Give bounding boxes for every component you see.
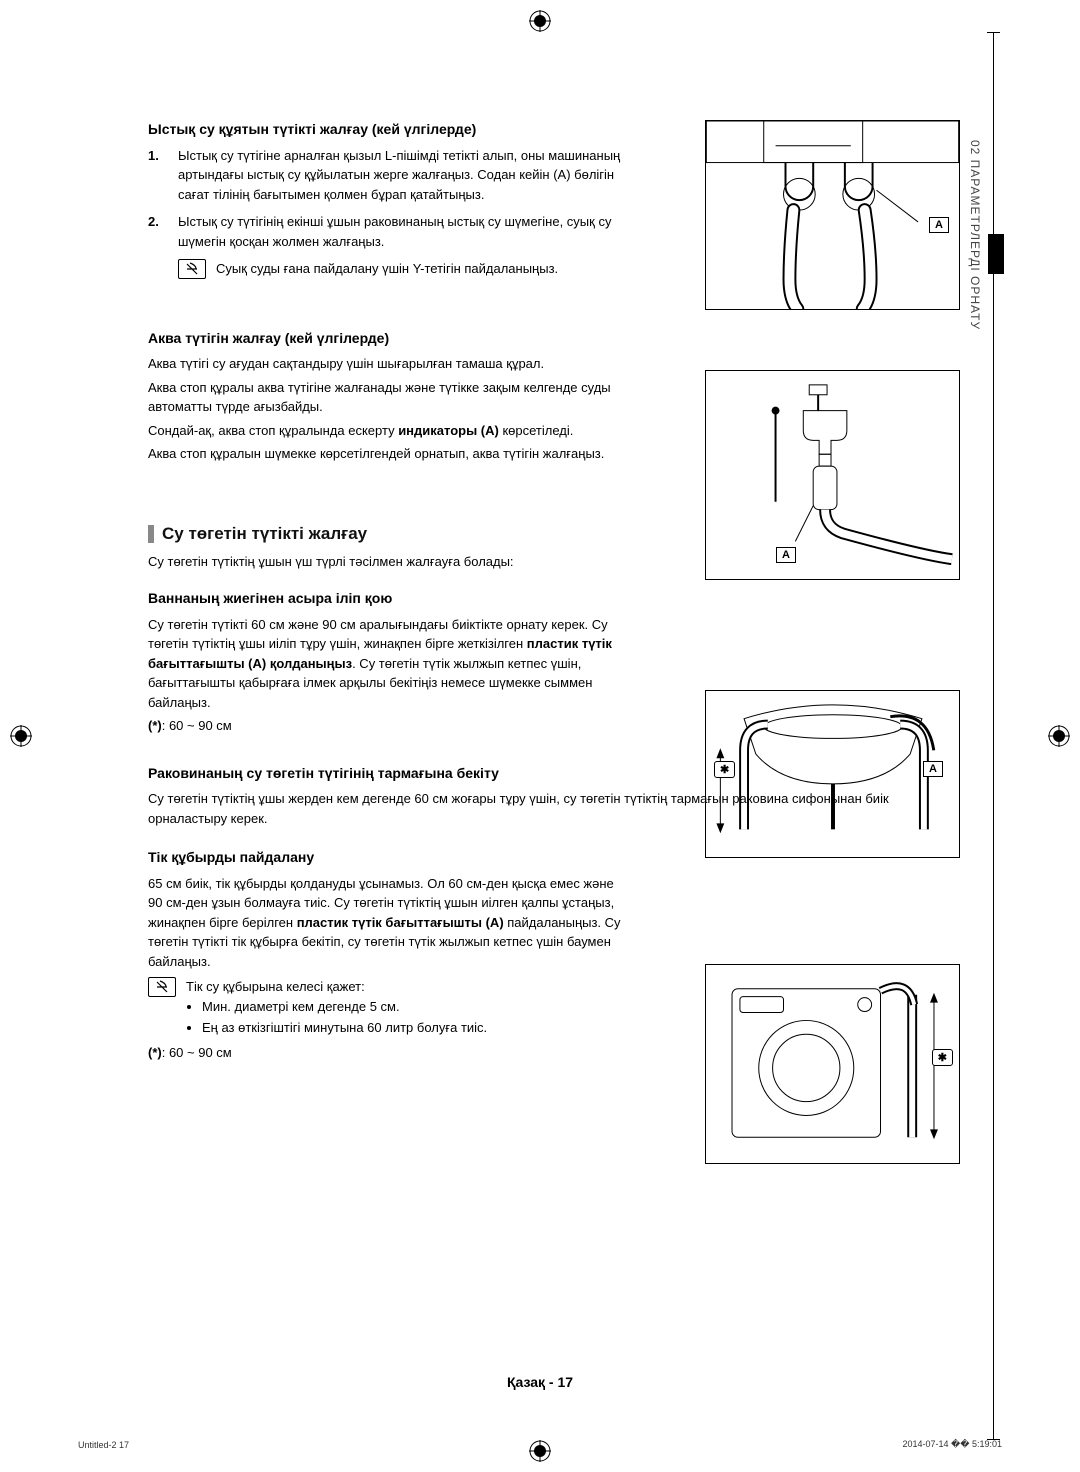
heading-aqua: Аква түтігін жалғау (кей үлгілерде) <box>148 329 960 349</box>
note-text: Суық суды ғана пайдалану үшін Y-тетігін … <box>216 259 558 279</box>
note-label: (*) <box>148 1045 162 1060</box>
measurement-note: (*): 60 ~ 90 см <box>148 1043 628 1063</box>
paragraph: Аква стоп құралын шүмекке көрсетілгендей… <box>148 444 628 464</box>
heading-text: Су төгетін түтікті жалғау <box>162 524 367 544</box>
note-value: : 60 ~ 90 см <box>162 718 232 733</box>
heading-standpipe: Тік құбырды пайдалану <box>148 848 960 868</box>
measurement-note: (*): 60 ~ 90 см <box>148 716 628 736</box>
text-bold: пластик түтік бағыттағышты (A) <box>297 915 504 930</box>
timestamp: 2014-07-14 �� 5:19:01 <box>902 1439 1002 1450</box>
requirements-list: Мин. диаметрі кем дегенде 5 см. Ең аз өт… <box>148 997 628 1039</box>
note-icon <box>148 977 176 997</box>
doc-id: Untitled-2 17 <box>78 1440 129 1450</box>
note-value: : 60 ~ 90 см <box>162 1045 232 1060</box>
heading-bathtub: Ваннаның жиегінен асыра іліп қою <box>148 589 960 609</box>
heading-bar-icon <box>148 525 154 543</box>
paragraph: Су төгетін түтіктің ұшын үш түрлі тәсілм… <box>148 552 960 572</box>
paragraph: Аква түтігі су ағудан сақтандыру үшін шы… <box>148 354 628 374</box>
list-item: Ең аз өткізгіштігі минутына 60 литр болу… <box>202 1018 628 1039</box>
heading-hot-water: Ыстық су құятын түтікті жалғау (кей үлгі… <box>148 120 960 140</box>
text-span: көрсетіледі. <box>499 423 574 438</box>
text-span: Сондай-ақ, аква стоп құралында ескерту <box>148 423 398 438</box>
heading-sink-branch: Раковинаның су төгетін түтігінің тармағы… <box>148 764 960 784</box>
paragraph: Сондай-ақ, аква стоп құралында ескерту и… <box>148 421 628 441</box>
note-icon <box>178 259 206 279</box>
text-bold: индикаторы (A) <box>398 423 499 438</box>
note-heading: Тік су құбырына келесі қажет: <box>186 977 365 997</box>
paragraph: Аква стоп құралы аква түтігіне жалғанады… <box>148 378 628 417</box>
note-label: (*) <box>148 718 162 733</box>
list-item: Мин. диаметрі кем дегенде 5 см. <box>202 997 628 1018</box>
page-number: Қазақ - 17 <box>507 1374 573 1390</box>
list-item: Ыстық су түтігінің екінші ұшын раковинан… <box>148 212 628 251</box>
paragraph: Су төгетін түтікті 60 см және 90 см арал… <box>148 615 628 713</box>
paragraph: Су төгетін түтіктің ұшы жерден кем деген… <box>148 789 908 828</box>
step-text: Ыстық су түтігіне арналған қызыл L-пішім… <box>178 148 620 202</box>
paragraph: 65 см биік, тік құбырды қолдануды ұсынам… <box>148 874 628 972</box>
step-text: Ыстық су түтігінің екінші ұшын раковинан… <box>178 214 611 249</box>
hot-water-steps: Ыстық су түтігіне арналған қызыл L-пішім… <box>148 146 628 252</box>
heading-drain-hose: Су төгетін түтікті жалғау <box>148 524 960 544</box>
list-item: Ыстық су түтігіне арналған қызыл L-пішім… <box>148 146 628 205</box>
